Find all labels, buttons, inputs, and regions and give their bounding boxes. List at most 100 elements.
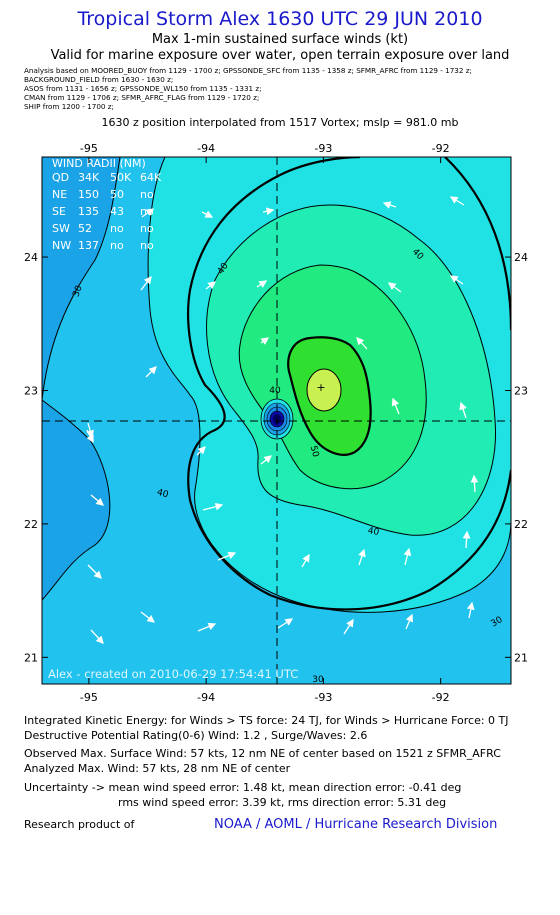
y-tick-label-left: 21 <box>24 651 38 664</box>
chart-title: Tropical Storm Alex 1630 UTC 29 JUN 2010 <box>77 8 483 30</box>
source-line: ASOS from 1131 - 1656 z; GPSSONDE_WL150 … <box>24 84 262 93</box>
max-wind-marker: + <box>316 381 325 394</box>
axis-tick-labels: -95 -95 -94 -94 -93 -93 -92 -92 24 24 23 23 22 22 21 21 <box>24 142 528 704</box>
wind-arrow <box>466 601 475 619</box>
wind-arrow <box>343 618 354 635</box>
wind-radii-table: WIND RADII (NM) QD 34K 50K 64K NE 150 50 no SE… <box>52 157 162 252</box>
wind-arrow <box>449 275 464 285</box>
x-tick-label-top: -93 <box>314 142 332 155</box>
wind-band-25 <box>42 157 120 600</box>
contour-25 <box>42 157 121 401</box>
wind-arrow <box>140 275 152 291</box>
wind-arrow <box>514 534 523 554</box>
rms-error-text: rms wind speed error: 3.39 kt, rms direc… <box>118 796 447 809</box>
y-tick-label-left: 23 <box>24 384 38 397</box>
dpr-text: Destructive Potential Rating(0-6) Wind: … <box>24 729 368 742</box>
x-tick-label-bottom: -95 <box>80 691 98 704</box>
source-line: SHIP from 1200 - 1700 z; <box>24 102 114 111</box>
uncertainty-text: Uncertainty -> mean wind speed error: 1.… <box>24 781 462 794</box>
y-tick-label-right: 23 <box>514 384 528 397</box>
wind-band-55 <box>307 369 341 411</box>
wind-vectors <box>86 196 523 644</box>
wind-arrow <box>403 547 412 566</box>
wind-radii-row: NW 137 no no <box>52 239 154 252</box>
wind-arrow <box>277 618 294 629</box>
contour-label: 40 <box>156 488 170 501</box>
x-tick-label-bottom: -93 <box>314 691 332 704</box>
wind-radii-row: SE 135 43 no <box>52 205 154 218</box>
wind-arrow <box>260 455 273 465</box>
wind-arrow <box>205 281 217 290</box>
x-tick-label-bottom: -92 <box>432 691 450 704</box>
contour-label: 30 <box>71 284 84 298</box>
wind-arrow <box>197 622 217 632</box>
y-tick-label-left: 24 <box>24 251 38 264</box>
wind-arrow <box>86 422 94 439</box>
chart-subtitle: Max 1-min sustained surface winds (kt) <box>151 32 409 47</box>
creation-credit: Alex - created on 2010-06-29 17:54:41 UT… <box>48 667 298 681</box>
y-tick-label-right: 21 <box>514 651 528 664</box>
wind-arrow <box>459 401 467 419</box>
wind-arrow <box>382 201 397 209</box>
contour-label: 30 <box>312 675 324 685</box>
plot-frame <box>41 156 512 685</box>
y-tick-label-left: 22 <box>24 518 38 531</box>
source-line: BACKGROUND_FIELD from 1630 - 1630 z; <box>24 75 174 84</box>
research-label: Research product of <box>24 818 135 831</box>
contour-25 <box>42 399 111 601</box>
wind-arrow <box>201 210 214 218</box>
wind-arrow <box>90 629 104 644</box>
wind-arrow <box>256 280 268 288</box>
contour-50kt <box>287 336 372 456</box>
contour-34kt <box>187 157 511 611</box>
wind-arrow <box>260 337 270 345</box>
contour-label: 50 <box>308 445 321 459</box>
wind-arrow <box>196 446 206 456</box>
axis-ticks <box>42 157 511 684</box>
wind-arrow <box>87 564 102 579</box>
wind-radii-row: NE 150 50 no <box>52 188 154 201</box>
ike-text: Integrated Kinetic Energy: for Winds > T… <box>24 714 509 727</box>
contour-30 <box>147 157 511 613</box>
wind-radii-title: WIND RADII (NM) <box>52 157 146 170</box>
position-note: 1630 z position interpolated from 1517 V… <box>101 116 459 129</box>
wind-arrow <box>405 613 414 630</box>
wind-radii-row: SW 52 no no <box>52 222 154 235</box>
wind-arrow <box>145 366 157 378</box>
wind-contours <box>42 157 511 613</box>
contour-55 <box>306 368 342 412</box>
wind-arrow <box>387 282 402 293</box>
contour-label: 40 <box>269 386 281 396</box>
source-line: Analysis based on MOORED_BUOY from 1129 … <box>24 66 472 75</box>
wind-arrow <box>391 397 400 415</box>
wind-arrow <box>140 611 156 623</box>
analyzed-max-text: Analyzed Max. Wind: 57 kts, 28 nm NE of … <box>24 762 291 775</box>
wind-arrow <box>217 551 237 561</box>
wind-arrow <box>301 553 310 568</box>
source-line: CMAN from 1129 - 1706 z; SFMR_AFRC_FLAG … <box>24 93 260 102</box>
wind-arrow <box>356 337 368 350</box>
wind-arrow <box>470 474 479 493</box>
wind-radii-header: QD 34K 50K 64K <box>52 171 162 184</box>
wind-arrow <box>449 196 465 206</box>
x-tick-label-bottom: -94 <box>197 691 215 704</box>
wind-arrow <box>141 208 155 218</box>
y-tick-label-right: 22 <box>514 518 528 531</box>
contour-label: 40 <box>367 526 380 538</box>
x-tick-label-top: -94 <box>197 142 215 155</box>
chart-subtitle-validity: Valid for marine exposure over water, op… <box>50 48 510 63</box>
x-tick-label-top: -92 <box>432 142 450 155</box>
observed-max-text: Observed Max. Surface Wind: 57 kts, 12 n… <box>24 747 501 760</box>
wind-arrow <box>202 502 224 511</box>
y-tick-label-right: 24 <box>514 251 528 264</box>
wind-arrow <box>262 207 275 216</box>
wind-arrow <box>462 530 471 549</box>
center-crosshair <box>42 157 511 684</box>
contour-45 <box>238 264 427 490</box>
x-tick-label-top: -95 <box>80 142 98 155</box>
wind-arrow <box>358 548 366 566</box>
wind-arrow <box>90 494 104 506</box>
noaa-aoml-link[interactable]: NOAA / AOML / Hurricane Research Divisio… <box>214 817 498 832</box>
